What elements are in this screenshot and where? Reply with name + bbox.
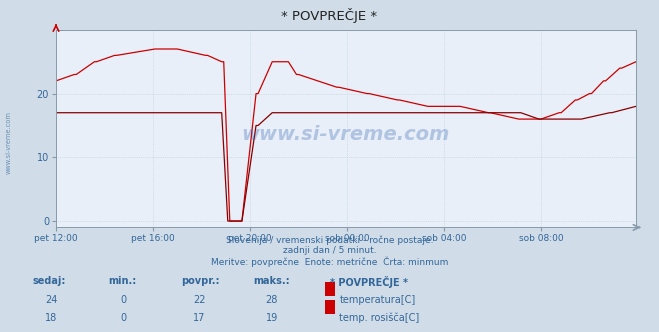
Text: 24: 24 (45, 295, 57, 305)
Text: zadnji dan / 5 minut.: zadnji dan / 5 minut. (283, 246, 376, 255)
Text: sedaj:: sedaj: (33, 276, 67, 286)
Text: maks.:: maks.: (254, 276, 291, 286)
Text: 19: 19 (266, 313, 278, 323)
Text: 0: 0 (121, 295, 127, 305)
Text: 22: 22 (193, 295, 206, 305)
Text: temperatura[C]: temperatura[C] (339, 295, 416, 305)
Text: www.si-vreme.com: www.si-vreme.com (242, 125, 450, 144)
Text: 17: 17 (193, 313, 206, 323)
Text: 0: 0 (121, 313, 127, 323)
Text: min.:: min.: (109, 276, 137, 286)
Text: * POVPREČJE *: * POVPREČJE * (330, 276, 407, 288)
Text: temp. rosišča[C]: temp. rosišča[C] (339, 313, 420, 323)
Text: Meritve: povprečne  Enote: metrične  Črta: minmum: Meritve: povprečne Enote: metrične Črta:… (211, 257, 448, 268)
Text: www.si-vreme.com: www.si-vreme.com (5, 111, 12, 174)
Text: 28: 28 (266, 295, 278, 305)
Text: * POVPREČJE *: * POVPREČJE * (281, 8, 378, 23)
Text: 18: 18 (45, 313, 57, 323)
Text: Slovenija / vremenski podatki - ročne postaje.: Slovenija / vremenski podatki - ročne po… (226, 236, 433, 245)
Text: povpr.:: povpr.: (181, 276, 219, 286)
